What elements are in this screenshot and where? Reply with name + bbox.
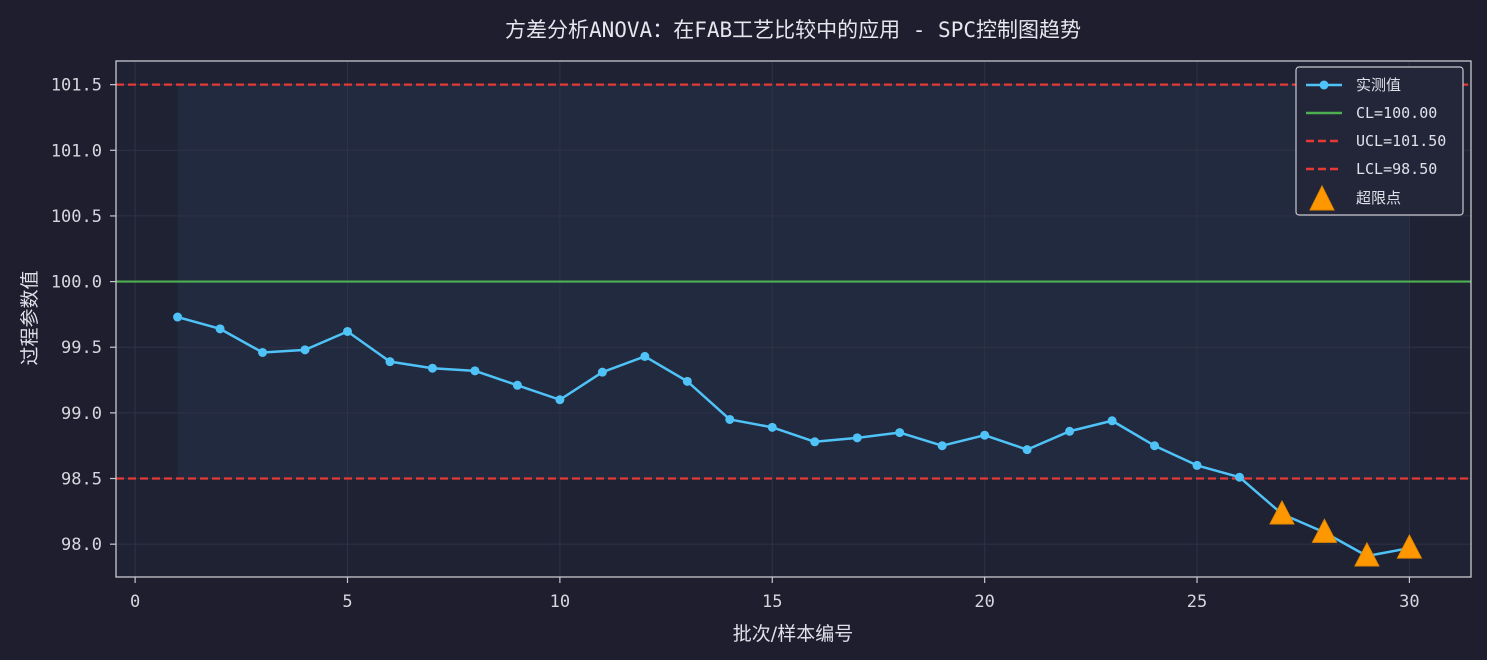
legend: 实测值 CL=100.00 UCL=101.50 LCL=98.50 超限点 <box>1295 66 1464 216</box>
y-tick-label: 98.0 <box>61 535 102 555</box>
data-point <box>385 357 395 367</box>
data-point <box>300 345 310 355</box>
data-point <box>342 326 352 336</box>
x-tick-label: 5 <box>342 592 352 612</box>
x-tick-label: 30 <box>1399 592 1419 612</box>
data-point <box>1065 426 1075 436</box>
data-point <box>682 376 692 386</box>
data-point <box>767 422 777 432</box>
out-of-limit-marker <box>1396 534 1423 559</box>
x-axis-label: 批次/样本编号 <box>733 623 853 645</box>
y-tick-label: 98.5 <box>61 470 102 490</box>
series-line-measured <box>177 315 1410 558</box>
data-point <box>512 380 522 390</box>
legend-marker-out-of-limit <box>1309 184 1335 211</box>
series-layer <box>173 312 1414 561</box>
data-point <box>1022 445 1032 455</box>
data-point <box>427 363 437 373</box>
x-tick-label: 15 <box>762 592 782 612</box>
data-point <box>470 366 480 376</box>
legend-label-out-of-limit: 超限点 <box>1356 189 1401 207</box>
legend-box <box>1295 66 1464 216</box>
data-point <box>1107 416 1117 426</box>
y-axis-label: 过程参数值 <box>19 270 41 365</box>
x-axis-ticks: 0 5 10 15 20 25 30 <box>130 577 1420 612</box>
data-point <box>1235 472 1245 482</box>
data-point <box>258 347 268 357</box>
data-point <box>555 395 565 405</box>
out-of-limit-marker <box>1354 541 1380 567</box>
data-point <box>1192 460 1202 470</box>
y-tick-label: 101.0 <box>51 141 102 161</box>
x-tick-label: 10 <box>550 592 570 612</box>
data-point <box>895 428 905 438</box>
data-point <box>725 414 735 424</box>
legend-label-ucl: UCL=101.50 <box>1356 132 1446 150</box>
out-of-limit-markers <box>1269 499 1423 567</box>
y-tick-label: 101.5 <box>51 76 102 96</box>
legend-label-measured: 实测值 <box>1356 76 1401 94</box>
data-point <box>852 433 862 443</box>
control-lines <box>116 83 1471 480</box>
chart-title: 方差分析ANOVA：在FAB工艺比较中的应用 - SPC控制图趋势 <box>505 18 1081 42</box>
y-tick-label: 99.5 <box>61 338 102 358</box>
y-tick-label: 100.0 <box>51 273 102 293</box>
out-of-limit-marker <box>1311 518 1338 543</box>
data-point <box>173 312 183 322</box>
y-axis-ticks: 98.0 98.5 99.0 99.5 100.0 100.5 101.0 101.5 <box>51 76 116 555</box>
data-point <box>215 324 225 334</box>
legend-label-cl: CL=100.00 <box>1356 104 1437 122</box>
data-point <box>597 367 607 377</box>
x-tick-label: 25 <box>1187 592 1207 612</box>
data-point <box>980 430 990 440</box>
x-tick-label: 0 <box>130 592 140 612</box>
out-of-limit-marker <box>1269 499 1295 525</box>
data-point <box>810 437 820 447</box>
data-point <box>640 351 650 361</box>
legend-label-lcl: LCL=98.50 <box>1356 160 1437 178</box>
y-tick-label: 100.5 <box>51 207 102 227</box>
x-tick-label: 20 <box>974 592 994 612</box>
legend-marker-measured <box>1319 80 1329 90</box>
y-tick-label: 99.0 <box>61 404 102 424</box>
plot-frame <box>115 60 1472 578</box>
data-point <box>1150 441 1160 451</box>
data-point <box>937 441 947 451</box>
